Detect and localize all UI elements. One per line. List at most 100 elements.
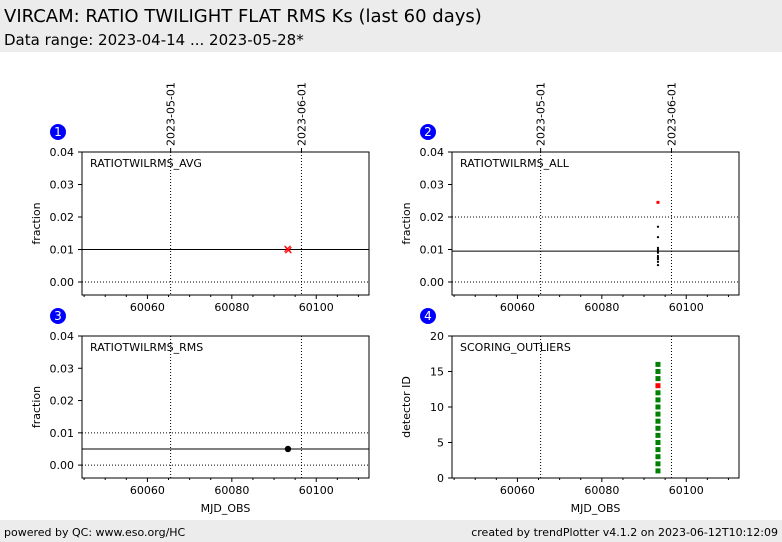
- data-point: [656, 256, 660, 259]
- y-tick-label: 0.03: [50, 179, 75, 192]
- chart-panel-4: 4 60060 60080 60100 0 5 10 15 20 detector ID MJD_O…: [400, 308, 740, 515]
- plot-frame: [81, 335, 370, 479]
- x-tick-label: 60080: [584, 484, 619, 497]
- data-point: [655, 369, 661, 374]
- panel-number: 3: [54, 309, 62, 323]
- data-point: [655, 432, 661, 438]
- y-tick-label: 0.02: [50, 395, 75, 408]
- x-tick-label: 60060: [130, 484, 165, 497]
- y-tick-label: 0.04: [50, 146, 75, 159]
- data-point: [655, 361, 661, 367]
- data-point: [655, 425, 661, 431]
- data-point: [284, 246, 292, 254]
- date-marker-label: 2023-05-01: [165, 82, 178, 146]
- plots-area: 1 2023-05-01 2023-06-01 60060 60080 60100 0.00…: [30, 82, 740, 515]
- data-point: [656, 254, 660, 258]
- panel-number: 4: [424, 309, 432, 323]
- x-axis-label: MJD_OBS: [571, 502, 621, 515]
- panel-number-badge: [50, 308, 66, 324]
- data-point: [655, 376, 661, 382]
- x-tick-label: 60080: [214, 301, 249, 314]
- panel-number-badge: [420, 124, 436, 140]
- date-marker-label: 2023-06-01: [295, 82, 308, 146]
- data-point: [655, 418, 661, 424]
- chart-panel-1: 1 2023-05-01 2023-06-01 60060 60080 60100 0.00…: [30, 82, 370, 314]
- x-tick-label: 60080: [214, 484, 249, 497]
- data-point: [656, 248, 660, 251]
- page-subtitle: Data range: 2023-04-14 ... 2023-05-28*: [4, 31, 304, 49]
- data-point: [655, 447, 661, 453]
- y-tick-label: 0.03: [50, 362, 75, 375]
- y-tick-label: 0: [437, 472, 444, 485]
- chart-panel-2: 2 2023-05-01 2023-06-01 60060 60080 60100 0.00…: [400, 82, 740, 314]
- data-point: [655, 468, 661, 474]
- y-tick-label: 5: [437, 437, 444, 450]
- y-tick-label: 0.01: [50, 244, 75, 257]
- data-point: [656, 236, 660, 239]
- page-title: VIRCAM: RATIO TWILIGHT FLAT RMS Ks (last…: [4, 6, 482, 27]
- data-point: [656, 258, 660, 261]
- y-tick-label: 0.00: [420, 276, 445, 289]
- y-axis-label: fraction: [30, 202, 43, 244]
- data-point: [656, 250, 660, 253]
- page-footer: powered by QC: www.eso.org/HC created by…: [0, 520, 782, 542]
- data-point: [284, 445, 292, 453]
- y-tick-label: 0.02: [50, 211, 75, 224]
- y-tick-label: 0.01: [50, 427, 75, 440]
- x-tick-label: 60100: [669, 484, 704, 497]
- plot-frame: [451, 151, 740, 296]
- data-point: [655, 440, 661, 445]
- x-axis-label: MJD_OBS: [201, 502, 251, 515]
- panel-number: 2: [424, 125, 432, 139]
- y-tick-label: 0.04: [420, 146, 445, 159]
- panel-label: RATIOTWILRMS_AVG: [90, 157, 202, 170]
- data-point: [655, 383, 661, 389]
- panel-number-badge: [50, 124, 66, 140]
- x-tick-label: 60100: [299, 484, 334, 497]
- y-axis-label: fraction: [30, 386, 43, 428]
- y-tick-label: 0.02: [420, 211, 445, 224]
- y-tick-label: 10: [430, 401, 444, 414]
- plot-frame: [451, 335, 740, 479]
- y-tick-label: 0.03: [420, 179, 445, 192]
- date-marker-label: 2023-06-01: [665, 82, 678, 146]
- y-tick-label: 0.00: [50, 276, 75, 289]
- x-tick-label: 60080: [584, 301, 619, 314]
- x-tick-label: 60060: [130, 301, 165, 314]
- panel-label: SCORING_OUTLIERS: [460, 341, 571, 354]
- page-header: VIRCAM: RATIO TWILIGHT FLAT RMS Ks (last…: [0, 0, 782, 52]
- footer-version: created by trendPlotter v4.1.2 on 2023-0…: [471, 526, 778, 539]
- x-tick-label: 60060: [500, 484, 535, 497]
- chart-panel-3: 3 60060 60080 60100 0.00 0.01 0.02 0.03 0.04 frac…: [30, 308, 370, 515]
- x-tick-label: 60100: [669, 301, 704, 314]
- data-point: [656, 260, 660, 263]
- x-tick-label: 60100: [299, 301, 334, 314]
- data-point: [655, 454, 661, 460]
- date-marker-label: 2023-05-01: [535, 82, 548, 146]
- y-tick-label: 0.00: [50, 459, 75, 472]
- x-tick-label: 60060: [500, 301, 535, 314]
- y-tick-label: 0.01: [420, 244, 445, 257]
- y-tick-label: 20: [430, 330, 444, 343]
- panel-number-badge: [420, 308, 436, 324]
- y-tick-label: 0.04: [50, 330, 75, 343]
- panel-label: RATIOTWILRMS_RMS: [90, 341, 203, 354]
- data-point: [655, 397, 661, 403]
- plot-frame: [81, 151, 370, 296]
- footer-credit: powered by QC: www.eso.org/HC: [4, 526, 186, 539]
- data-point-stroke: [284, 246, 292, 254]
- data-point: [656, 251, 660, 254]
- panel-number: 1: [54, 125, 62, 139]
- panel-label: RATIOTWILRMS_ALL: [460, 157, 570, 170]
- data-point: [655, 404, 661, 410]
- data-point: [656, 246, 660, 249]
- y-axis-label: detector ID: [400, 376, 413, 438]
- data-point: [656, 200, 660, 204]
- data-point: [655, 461, 661, 467]
- data-point: [655, 390, 661, 396]
- data-point: [656, 264, 660, 267]
- data-point: [655, 411, 661, 417]
- y-tick-label: 15: [430, 366, 444, 379]
- y-axis-label: fraction: [400, 202, 413, 244]
- data-point: [656, 225, 660, 228]
